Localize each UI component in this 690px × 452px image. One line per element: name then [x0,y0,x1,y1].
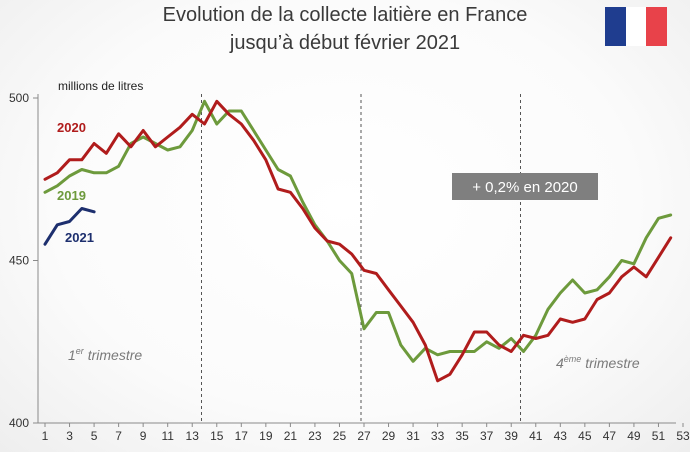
y-tick-label: 500 [9,91,29,105]
series-line-2021 [43,207,96,246]
x-tick-label: 39 [505,429,519,443]
x-tick-label: 43 [554,429,568,443]
x-tick-label: 47 [603,429,617,443]
quarter-label-text: trimestre [84,347,143,363]
x-tick-label: 33 [431,429,445,443]
legend-label-2021: 2021 [65,230,94,245]
x-tick-label: 21 [284,429,298,443]
quarter-label-number: 4 [556,355,564,371]
x-tick-label: 13 [186,429,200,443]
x-tick-label: 15 [210,429,224,443]
quarter-label-suffix: er [76,346,85,356]
series-line-2020 [43,99,673,383]
flag-blue-band [605,7,626,46]
quarter-label: 1er trimestre [68,346,142,363]
annotation-text: + 0,2% en 2020 [472,179,578,196]
quarter-label-suffix: ème [564,354,582,364]
legend-label-2020: 2020 [57,120,86,135]
flag-white-band [626,7,646,46]
x-tick-label: 7 [115,429,122,443]
x-tick-label: 11 [161,429,174,443]
y-tick-label: 450 [9,254,29,268]
x-tick-label: 1 [42,429,49,443]
x-tick-label: 23 [308,429,322,443]
quarter-label-text: trimestre [581,355,640,371]
legend-label-2019: 2019 [57,188,86,203]
x-tick-label: 17 [235,429,249,443]
x-tick-label: 5 [91,429,98,443]
x-tick-label: 31 [406,429,420,443]
annotation-box [452,173,598,200]
chart-title-line-1: Evolution de la collecte laitière en Fra… [162,4,528,26]
french-flag-icon [605,7,667,46]
y-tick-label: 400 [9,416,29,430]
flag-red-band [646,7,667,46]
chart-title-line-2: jusqu’à début février 2021 [229,32,461,54]
x-tick-label: 53 [676,429,690,443]
quarter-label-number: 1 [68,347,76,363]
x-tick-label: 35 [455,429,469,443]
x-tick-label: 9 [140,429,147,443]
y-axis-label: millions de litres [58,79,143,93]
x-tick-label: 37 [480,429,494,443]
x-tick-label: 3 [66,429,73,443]
quarter-label: 4ème trimestre [556,354,640,371]
x-tick-label: 27 [357,429,371,443]
x-tick-label: 29 [382,429,396,443]
x-tick-label: 41 [529,429,543,443]
x-tick-label: 45 [578,429,592,443]
x-tick-label: 19 [259,429,273,443]
x-tick-label: 49 [627,429,641,443]
x-tick-label: 25 [333,429,347,443]
x-tick-label: 51 [652,429,666,443]
